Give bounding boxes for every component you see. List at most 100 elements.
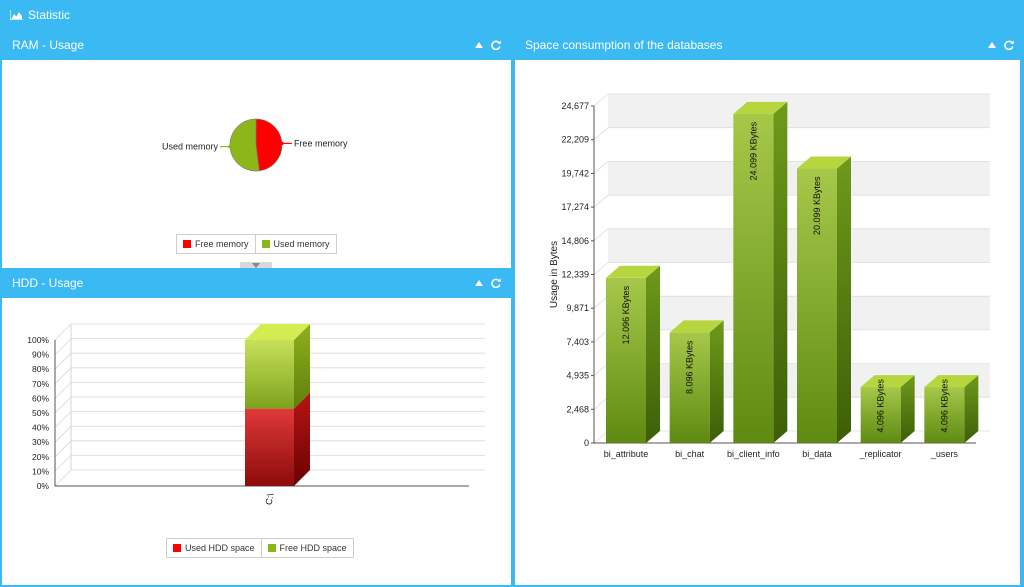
grid-line <box>593 127 609 141</box>
grid-line <box>54 396 72 414</box>
bar-value-label: 24.099 KBytes <box>748 121 758 180</box>
y-tick-label: 0% <box>37 481 50 491</box>
pie-slice <box>229 118 260 172</box>
pie-connector-dot <box>228 144 232 149</box>
grid-band <box>608 127 990 162</box>
hdd-legend: Used HDD space Free HDD space <box>166 538 354 558</box>
bar-top <box>733 101 788 114</box>
ram-panel-title: RAM - Usage <box>12 38 85 52</box>
bar-side <box>709 320 724 443</box>
db-panel-title: Space consumption of the databases <box>525 38 723 52</box>
bar-top <box>797 156 851 169</box>
bar-side <box>900 375 915 443</box>
bar <box>924 387 965 443</box>
grid-line <box>54 338 72 355</box>
hdd-bar-chart: 0% 10% 20% 30% 40% 50% 60% 70% 80% 90% 100% C:\ <box>27 323 485 506</box>
bar-side <box>294 324 310 409</box>
legend-item-used-memory[interactable]: Used memory <box>254 235 336 253</box>
panel-resize-handle[interactable] <box>240 262 272 270</box>
ram-legend: Free memory Used memory <box>176 234 337 254</box>
y-tick-label: 7,403 <box>566 337 589 347</box>
grid-line <box>593 93 609 107</box>
legend-swatch <box>261 240 270 248</box>
legend-item-free-memory[interactable]: Free memory <box>177 235 255 253</box>
grid-line <box>54 367 72 385</box>
bar-side <box>837 156 851 443</box>
bar-top <box>924 375 979 388</box>
grid-line <box>54 352 72 370</box>
bar-top <box>606 265 660 278</box>
grid-line <box>54 323 72 341</box>
y-tick-label: 19,742 <box>561 168 589 178</box>
x-tick-label: bi_client_info <box>727 449 780 459</box>
legend-item-used-hdd[interactable]: Used HDD space <box>167 539 261 557</box>
bar-top <box>860 375 915 388</box>
y-tick-label: 90% <box>32 350 49 360</box>
bar-top <box>245 324 310 340</box>
y-axis-label: Usage in Bytes <box>549 241 560 308</box>
bar-value-label: 8.096 KBytes <box>685 340 695 394</box>
collapse-icon[interactable] <box>987 40 997 50</box>
db-bar-chart: 0 2,468 4,935 7,403 9,871 12,339 14,806 17,274 1… <box>549 93 990 459</box>
bar-value-label: 4.096 KBytes <box>939 379 949 433</box>
ram-pie-chart: Free memory Used memory <box>162 118 348 172</box>
bar <box>860 387 901 443</box>
hdd-panel-header: HDD - Usage <box>0 268 511 298</box>
y-tick-label: 22,209 <box>561 135 589 145</box>
legend-swatch <box>173 544 181 552</box>
collapse-icon[interactable] <box>474 40 484 50</box>
bar-side <box>646 265 660 443</box>
area-chart-icon <box>10 10 23 20</box>
hdd-panel-body: 0% 10% 20% 30% 40% 50% 60% 70% 80% 90% 100% C:\ Use… <box>2 298 511 585</box>
bar-side <box>964 375 979 443</box>
bar-top <box>669 320 724 333</box>
grid-line <box>54 455 72 472</box>
db-panel-header: Space consumption of the databases <box>513 30 1024 60</box>
legend-swatch <box>267 544 276 552</box>
bar-value-label: 4.096 KBytes <box>876 379 886 433</box>
pie-slice-label: Used memory <box>162 142 219 152</box>
grid-line <box>593 396 609 410</box>
refresh-icon[interactable] <box>1004 40 1014 50</box>
x-tick-label: bi_chat <box>675 449 705 459</box>
bar <box>606 277 646 443</box>
y-tick-label: 100% <box>27 335 49 345</box>
y-tick-label: 50% <box>32 408 49 418</box>
db-panel-body: 0 2,468 4,935 7,403 9,871 12,339 14,806 17,274 1… <box>515 60 1020 585</box>
refresh-icon[interactable] <box>491 278 501 288</box>
y-tick-label: 40% <box>32 423 49 433</box>
legend-label: Used HDD space <box>185 543 255 553</box>
grid-band <box>608 94 990 128</box>
legend-swatch <box>183 240 191 248</box>
legend-label: Used memory <box>273 239 330 249</box>
collapse-icon[interactable] <box>474 278 484 288</box>
grid-line <box>593 363 609 376</box>
ram-panel-body: Free memory Used memory Free memory Used … <box>2 60 511 268</box>
pie-connector-dot <box>280 141 284 146</box>
y-tick-label: 30% <box>32 437 49 447</box>
bar <box>669 332 710 443</box>
y-tick-label: 14,806 <box>561 236 589 246</box>
x-tick-label: bi_data <box>802 449 832 459</box>
app-title: Statistic <box>28 8 71 22</box>
refresh-icon[interactable] <box>491 40 501 50</box>
legend-label: Free HDD space <box>279 543 347 553</box>
grid-line <box>54 382 72 399</box>
grid-line <box>593 329 609 343</box>
x-tick-label: bi_attribute <box>604 449 649 459</box>
y-tick-label: 2,468 <box>566 404 589 414</box>
y-tick-label: 0 <box>584 438 589 448</box>
grid-line <box>54 411 72 428</box>
legend-label: Free memory <box>195 239 249 249</box>
y-tick-label: 10% <box>32 466 49 476</box>
pie-slice-label: Free memory <box>294 138 348 148</box>
bar-side <box>294 392 310 486</box>
bar <box>797 168 837 443</box>
y-tick-label: 70% <box>32 379 49 389</box>
y-tick-label: 17,274 <box>561 202 589 212</box>
y-tick-label: 12,339 <box>561 270 589 280</box>
bar-side <box>773 101 788 443</box>
grid-line <box>54 440 72 458</box>
grid-line <box>54 425 72 443</box>
legend-item-free-hdd[interactable]: Free HDD space <box>260 539 353 557</box>
